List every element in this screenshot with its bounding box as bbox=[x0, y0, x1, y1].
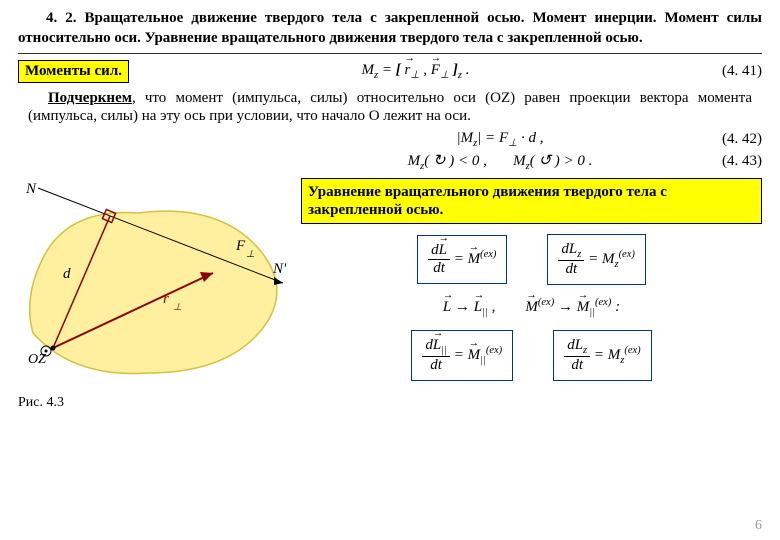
eq-dlz-dt: dLzdt = Mz(ex) bbox=[547, 234, 645, 285]
row-eq-442: |Mz| = F⊥ · d , (4. 42) bbox=[18, 130, 762, 149]
eq-num-441: (4. 41) bbox=[702, 63, 762, 80]
row-eq-441: Моменты сил. Mz = [ r⊥ , F⊥ ]z . (4. 41) bbox=[18, 60, 762, 83]
eq-442: |Mz| = F⊥ · d , bbox=[18, 130, 702, 149]
eq-pair-2: dL||dt = M||(ex) dLzdt = Mz(ex) bbox=[301, 330, 762, 381]
eq-443: Mz( ↻ ) < 0 , Mz( ↺ ) > 0 . bbox=[18, 151, 702, 172]
eq-dlz-dt-2: dLzdt = Mz(ex) bbox=[553, 330, 651, 381]
eq-num-442: (4. 42) bbox=[702, 131, 762, 148]
eq-441: Mz = [ r⊥ , F⊥ ]z . bbox=[129, 62, 702, 81]
rotation-equation-heading: Уравнение вращательного движения твердог… bbox=[301, 178, 762, 224]
svg-text:d: d bbox=[63, 266, 71, 282]
figure-4-3: N N' d r⃗ ⊥ F⃗ ⊥ OZ bbox=[18, 178, 288, 388]
row-eq-443: Mz( ↻ ) < 0 , Mz( ↺ ) > 0 . (4. 43) bbox=[18, 151, 762, 172]
substitution-chain: L → L|| , M(ex) → M||(ex) : bbox=[301, 297, 762, 318]
right-column: Уравнение вращательного движения твердог… bbox=[293, 178, 762, 411]
svg-text:⊥: ⊥ bbox=[246, 249, 255, 260]
svg-text:⊥: ⊥ bbox=[173, 302, 182, 313]
eq-num-443: (4. 43) bbox=[702, 153, 762, 170]
divider bbox=[18, 53, 762, 54]
para-text: , что момент (импульса, силы) относитель… bbox=[28, 90, 752, 125]
eq-dl-dt-vec: dLdt = M(ex) bbox=[417, 235, 507, 284]
lower-section: N N' d r⃗ ⊥ F⃗ ⊥ OZ Рис. 4.3 Уравнение в… bbox=[18, 178, 762, 411]
diagram-column: N N' d r⃗ ⊥ F⃗ ⊥ OZ Рис. 4.3 bbox=[18, 178, 293, 411]
moments-label: Моменты сил. bbox=[18, 60, 129, 83]
svg-text:OZ: OZ bbox=[28, 352, 46, 367]
paragraph: Подчеркнем, что момент (импульса, силы) … bbox=[28, 89, 752, 127]
section-title: 4. 2. Вращательное движение твердого тел… bbox=[18, 8, 762, 49]
svg-text:N': N' bbox=[272, 261, 287, 277]
eq-dl-par-dt: dL||dt = M||(ex) bbox=[411, 330, 513, 381]
svg-text:N: N bbox=[25, 181, 37, 197]
page-number: 6 bbox=[755, 518, 762, 534]
figure-caption: Рис. 4.3 bbox=[18, 395, 293, 411]
eq-pair-1: dLdt = M(ex) dLzdt = Mz(ex) bbox=[301, 234, 762, 285]
underlined-word: Подчеркнем bbox=[48, 90, 132, 106]
